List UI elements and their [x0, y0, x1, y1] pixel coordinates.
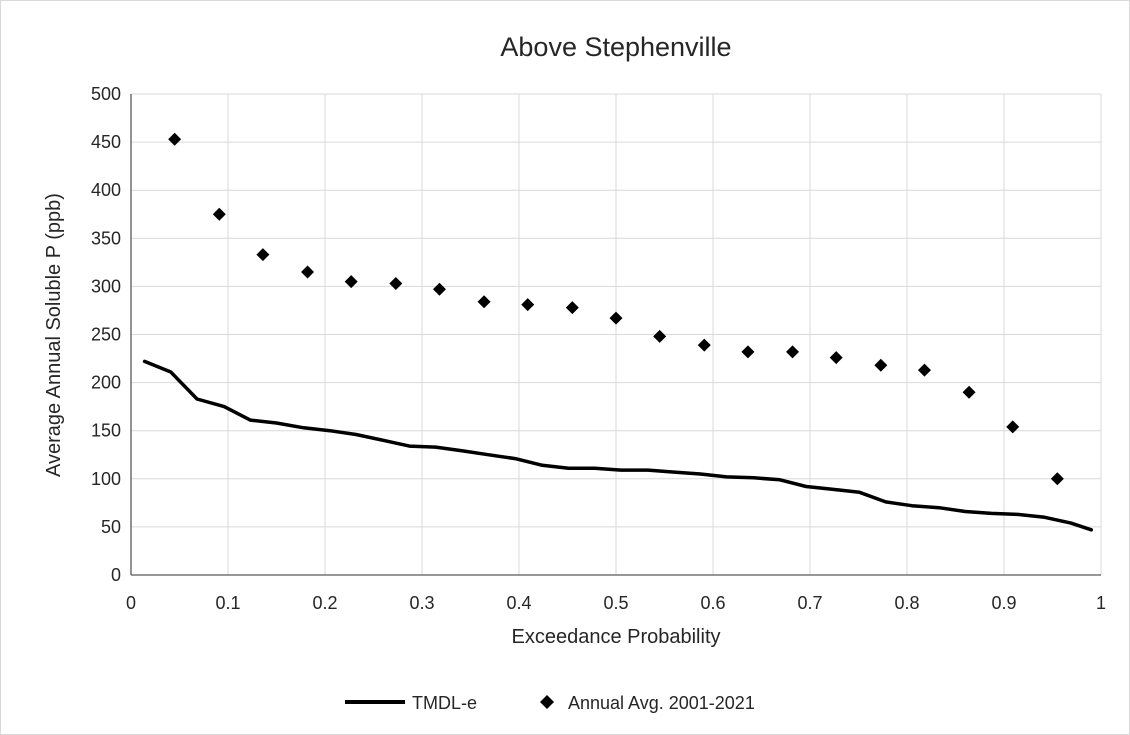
y-axis-label: Average Annual Soluble P (ppb)	[43, 193, 65, 477]
data-point-annual-avg	[432, 282, 446, 296]
x-axis-label: Exceedance Probability	[511, 626, 720, 648]
legend-diamond-swatch	[540, 695, 554, 709]
data-point-annual-avg	[521, 298, 535, 312]
x-tick-label: 0.7	[797, 593, 822, 613]
series-layer	[142, 132, 1094, 532]
y-tick-label: 100	[91, 469, 121, 489]
legend: TMDL-e Annual Avg. 2001-2021	[345, 693, 755, 713]
data-point-annual-avg	[741, 345, 755, 359]
data-point-annual-avg	[609, 311, 623, 325]
grid-layer	[131, 93, 1102, 575]
data-point-annual-avg	[344, 275, 358, 289]
x-tick-label: 0	[126, 593, 136, 613]
y-tick-label: 350	[91, 228, 121, 248]
data-point-annual-avg	[874, 358, 888, 372]
data-point-annual-avg	[962, 385, 976, 399]
series-line-tmdl	[142, 359, 1094, 532]
data-point-annual-avg	[829, 351, 843, 365]
data-point-annual-avg	[653, 329, 667, 343]
x-tick-label: 0.1	[215, 593, 240, 613]
data-point-annual-avg	[1050, 472, 1064, 486]
y-tick-label: 50	[101, 517, 121, 537]
axes-layer	[130, 94, 1101, 576]
legend-label-annual: Annual Avg. 2001-2021	[568, 693, 755, 713]
data-point-annual-avg	[917, 363, 931, 377]
data-point-annual-avg	[1006, 420, 1020, 434]
y-tick-label: 300	[91, 276, 121, 296]
x-tick-label: 1	[1096, 593, 1106, 613]
chart-title: Above Stephenville	[500, 32, 731, 62]
y-tick-label: 150	[91, 421, 121, 441]
y-tick-label: 500	[91, 84, 121, 104]
data-point-annual-avg	[697, 338, 711, 352]
x-tick-label: 0.4	[506, 593, 531, 613]
y-tick-label: 200	[91, 373, 121, 393]
y-tick-labels: 0 50 100 150 200 250 300 350 400 450 500	[91, 84, 121, 585]
x-tick-label: 0.2	[312, 593, 337, 613]
x-tick-label: 0.3	[409, 593, 434, 613]
y-tick-label: 450	[91, 132, 121, 152]
data-point-annual-avg	[301, 265, 315, 279]
data-point-annual-avg	[786, 345, 800, 359]
x-tick-label: 0.8	[894, 593, 919, 613]
data-point-annual-avg	[212, 207, 226, 221]
data-point-annual-avg	[565, 301, 579, 315]
y-tick-label: 250	[91, 325, 121, 345]
y-tick-label: 0	[111, 565, 121, 585]
data-point-annual-avg	[389, 277, 403, 291]
x-tick-label: 0.5	[603, 593, 628, 613]
data-point-annual-avg	[256, 248, 270, 262]
data-point-annual-avg	[168, 132, 182, 146]
y-tick-label: 400	[91, 180, 121, 200]
data-point-annual-avg	[477, 295, 491, 309]
x-tick-label: 0.6	[700, 593, 725, 613]
legend-label-tmdl: TMDL-e	[412, 693, 477, 713]
x-tick-labels: 0 0.1 0.2 0.3 0.4 0.5 0.6 0.7 0.8 0.9 1	[126, 593, 1106, 613]
x-tick-label: 0.9	[991, 593, 1016, 613]
